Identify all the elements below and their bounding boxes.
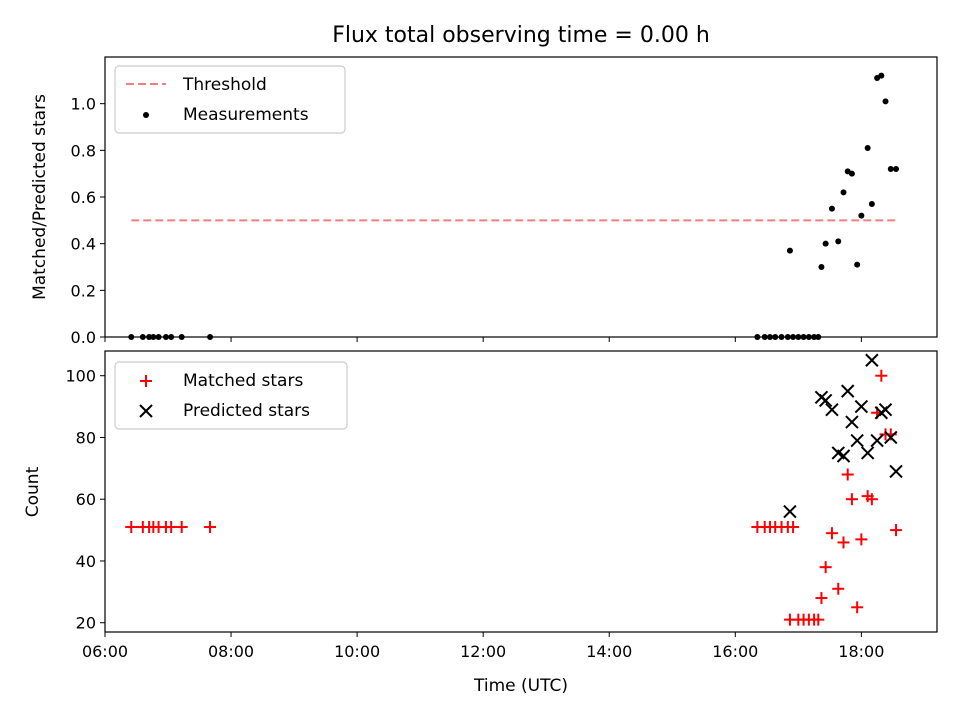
matched-stars-point [841, 468, 854, 481]
matched-stars-point [875, 369, 888, 382]
bottom-legend: Matched stars Predicted stars [114, 361, 348, 430]
predicted-stars-point [818, 393, 833, 408]
legend-measurements-label: Measurements [183, 105, 309, 125]
matched-stars-point [865, 493, 878, 506]
y-tick-label: 100 [65, 367, 96, 386]
y-tick-label: 40 [76, 552, 96, 571]
bottom-axes-y-ticks: 20 40 60 80 100 [65, 367, 105, 633]
top-axes-frame [104, 56, 938, 338]
measurement-point [868, 201, 875, 207]
matched-stars-point [832, 582, 845, 595]
y-tick-label: 60 [76, 490, 96, 509]
y-tick-label: 20 [76, 614, 96, 633]
matched-stars-point [890, 524, 903, 537]
predicted-stars-point [825, 402, 839, 417]
y-tick-label: 0.0 [71, 328, 96, 347]
y-tick-label: 80 [76, 428, 96, 447]
matched-stars-point [125, 521, 138, 534]
measurement-point [848, 170, 855, 177]
legend-predicted-swatch [139, 404, 153, 418]
chart-title: Flux total observing time = 0.00 h [332, 23, 710, 48]
measurement-point [893, 166, 900, 172]
matched-stars-point [815, 592, 828, 605]
matched-stars-point [855, 533, 868, 546]
predicted-stars-point [889, 464, 903, 479]
bottom-axes: 20 40 60 80 100 06:00 08:00 10:00 12:00 14:00 16:… [23, 350, 938, 696]
matched-stars-point [851, 601, 864, 614]
measurement-point [822, 240, 829, 247]
top-legend: Threshold Measurements [114, 65, 346, 134]
y-tick-label: 0.4 [71, 235, 96, 254]
matched-stars-point [787, 521, 800, 534]
measurement-point [840, 189, 847, 196]
measurement-point [828, 205, 835, 212]
bottom-axes-frame [104, 350, 938, 633]
measurement-point [835, 238, 842, 245]
legend-threshold-label: Threshold [182, 75, 267, 95]
matched-stars-point [825, 527, 838, 540]
x-tick-label: 06:00 [82, 642, 128, 661]
matched-stars-point [175, 521, 188, 534]
top-axes-y-ticks: 0.0 0.2 0.4 0.6 0.8 1.0 [71, 95, 105, 347]
measurement-point [878, 72, 885, 79]
measurement-point [786, 247, 793, 254]
matched-stars-point [819, 561, 832, 574]
predicted-stars-point [854, 399, 869, 414]
x-tick-label: 12:00 [460, 642, 506, 661]
measurement-point [858, 212, 865, 219]
predicted-stars-point [860, 446, 875, 460]
x-tick-label: 14:00 [586, 642, 632, 661]
top-y-axis-label: Matched/Predicted stars [30, 94, 50, 300]
measurement-point [854, 261, 861, 268]
y-tick-label: 0.6 [71, 188, 96, 207]
legend-matched-label: Matched stars [183, 371, 303, 391]
measurement-point [887, 166, 894, 172]
x-tick-label: 10:00 [334, 642, 380, 661]
predicted-stars-point [878, 402, 893, 417]
matched-stars-point [837, 536, 850, 549]
predicted-stars-point [783, 504, 797, 519]
legend-measurements-swatch [143, 112, 149, 118]
predicted-stars-point [836, 449, 851, 463]
y-tick-label: 0.2 [71, 281, 96, 300]
y-tick-label: 0.8 [71, 141, 96, 160]
predicted-stars-point [840, 384, 855, 398]
bottom-axes-x-ticks: 06:00 08:00 10:00 12:00 14:00 16:00 18:00 [82, 632, 884, 661]
matched-stars-point [845, 493, 858, 506]
legend-predicted-label: Predicted stars [183, 401, 310, 421]
measurement-point [864, 145, 871, 151]
top-legend-box [114, 65, 346, 134]
top-axes-marks [128, 72, 900, 340]
legend-matched-swatch [140, 375, 152, 387]
x-axis-label: Time (UTC) [473, 676, 568, 696]
x-tick-label: 08:00 [208, 642, 254, 661]
x-tick-label: 16:00 [712, 642, 758, 661]
predicted-stars-point [845, 415, 859, 429]
y-tick-label: 1.0 [71, 95, 96, 114]
top-axes: 0.0 0.2 0.4 0.6 0.8 1.0 Matched/Predicted sta… [30, 56, 938, 347]
measurement-point [882, 98, 889, 105]
predicted-stars-point [870, 433, 884, 448]
bottom-legend-box [114, 361, 348, 430]
matched-stars-point [812, 613, 825, 626]
measurement-point [818, 264, 825, 270]
bottom-y-axis-label: Count [23, 466, 43, 517]
matched-stars-point [204, 521, 217, 534]
x-tick-label: 18:00 [838, 642, 884, 661]
predicted-stars-point [850, 433, 864, 448]
predicted-stars-point [865, 353, 879, 367]
top-axes-x-ticks [104, 337, 862, 342]
matched-stars-point [165, 521, 178, 534]
bottom-axes-marks [125, 353, 903, 626]
predicted-stars-point [884, 430, 898, 445]
